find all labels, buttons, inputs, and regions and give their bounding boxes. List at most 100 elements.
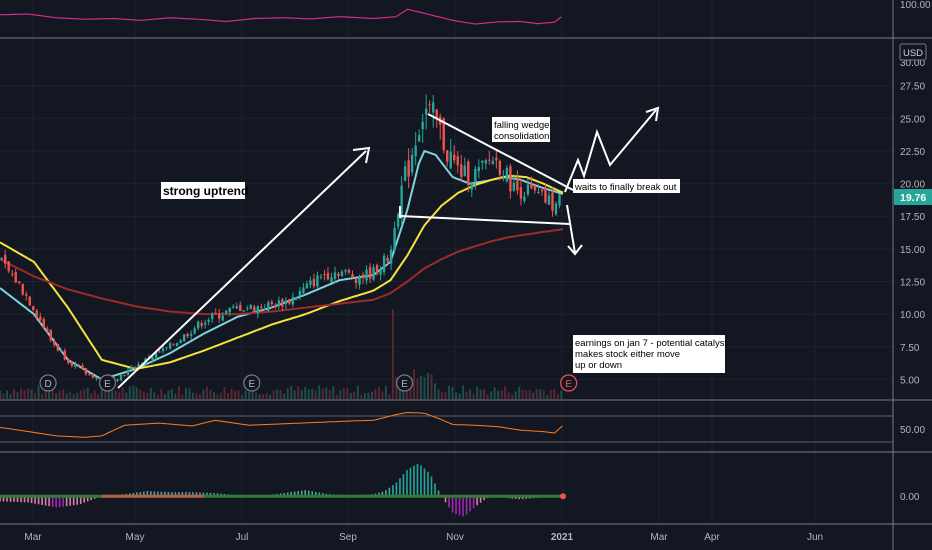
volume-bar [37, 385, 40, 399]
histogram-bar [2, 496, 5, 502]
volume-bar [188, 388, 191, 399]
volume-bar [374, 389, 377, 399]
candle-body [505, 167, 509, 182]
histogram-bar [58, 496, 61, 508]
histogram-bar [318, 492, 321, 497]
volume-bar [121, 387, 124, 399]
candle-body [116, 379, 119, 381]
candle-body [288, 299, 291, 304]
candle-body [95, 377, 98, 379]
candle-body [470, 183, 473, 190]
histogram-bar [164, 491, 166, 497]
earnings-text-line2: makes stock either move [575, 349, 680, 360]
signal-end-dot [560, 493, 566, 500]
currency-badge[interactable]: USD [899, 43, 927, 61]
histogram-bar [402, 474, 405, 497]
volume-bar [191, 392, 194, 399]
volume-bar [72, 394, 75, 399]
event-marker[interactable]: E [560, 374, 578, 392]
candle-body [554, 203, 558, 215]
volume-bar [360, 394, 363, 399]
histogram-bar [48, 496, 50, 507]
event-marker[interactable]: E [395, 374, 414, 392]
candle-body [32, 306, 35, 310]
volume-bar [255, 392, 258, 399]
volume-bar [444, 391, 447, 399]
candle-body [537, 191, 540, 193]
histogram-bar [206, 492, 208, 497]
volume-bar [290, 385, 293, 399]
annotation-earnings: earnings on jan 7 - potential catalyst m… [573, 335, 727, 373]
candle-body [186, 333, 189, 337]
candle-body [172, 344, 175, 346]
volume-bar [163, 394, 166, 399]
volume-bar [525, 390, 528, 399]
candle-body [35, 310, 38, 317]
price-tick-label: 27.50 [900, 82, 925, 93]
candle-body [368, 267, 372, 279]
candle-body [354, 279, 358, 283]
annotation-wedge: falling wedge consolidation [492, 117, 550, 142]
candle-body [449, 151, 452, 169]
volume-bar [500, 390, 503, 399]
volume-bar [391, 309, 394, 399]
label-box [573, 179, 680, 193]
candle-body [260, 306, 263, 308]
candle-body [277, 300, 281, 307]
time-tick-label: Mar [24, 532, 42, 543]
volume-bar [125, 392, 128, 399]
volume-bar [209, 390, 212, 399]
volume-bar [156, 394, 159, 399]
candle-body [424, 108, 428, 115]
volume-bar [356, 385, 359, 399]
volume-bar [504, 386, 507, 399]
candle-body [225, 310, 228, 314]
volume-bar [283, 393, 286, 399]
candle-body [467, 161, 470, 186]
histogram-bar [307, 490, 310, 497]
volume-bar [539, 389, 542, 399]
candle-body [410, 154, 414, 173]
breakout-zigzag-arrow [564, 106, 660, 193]
annotation-overlay [117, 106, 660, 389]
candle-body [491, 160, 495, 165]
volume-bar [490, 391, 493, 399]
candle-body [63, 350, 67, 360]
volume-bar [2, 393, 5, 399]
candle-body [246, 308, 249, 310]
candle-body [295, 297, 298, 299]
histogram-bar [388, 487, 391, 497]
candle-body [60, 350, 63, 352]
event-marker-circle [395, 374, 414, 392]
candle-body [53, 341, 56, 345]
price-tick-label: 22.50 [900, 147, 925, 158]
uptrend-arrow [117, 146, 371, 389]
event-marker[interactable]: D [39, 374, 57, 392]
event-marker[interactable]: E [243, 374, 261, 392]
candle-body [414, 145, 417, 156]
event-marker[interactable]: E [98, 374, 117, 392]
histogram-bar [290, 492, 292, 497]
volume-bar [448, 385, 451, 399]
candle-body [200, 323, 203, 326]
event-marker-label: E [401, 379, 408, 390]
histogram-bar [0, 496, 1, 502]
candle-body [544, 188, 547, 203]
volume-bar [528, 390, 531, 399]
price-tick-label-partial: 30.00 [900, 58, 925, 69]
candle-body [168, 343, 172, 349]
candle-body [4, 254, 7, 264]
price-tick-label: 20.00 [900, 180, 925, 191]
event-marker-circle [39, 374, 57, 392]
volume-bar [48, 390, 51, 399]
histogram-bar [455, 496, 457, 514]
volume-bar [367, 392, 370, 399]
volume-bar [318, 385, 321, 399]
histogram-bar [27, 496, 29, 503]
volume-bar [349, 392, 352, 399]
histogram-bar [297, 491, 299, 497]
volume-bar [170, 389, 173, 399]
volume-bar [535, 389, 538, 399]
candle-body [481, 160, 484, 163]
volume-bar [398, 385, 401, 399]
